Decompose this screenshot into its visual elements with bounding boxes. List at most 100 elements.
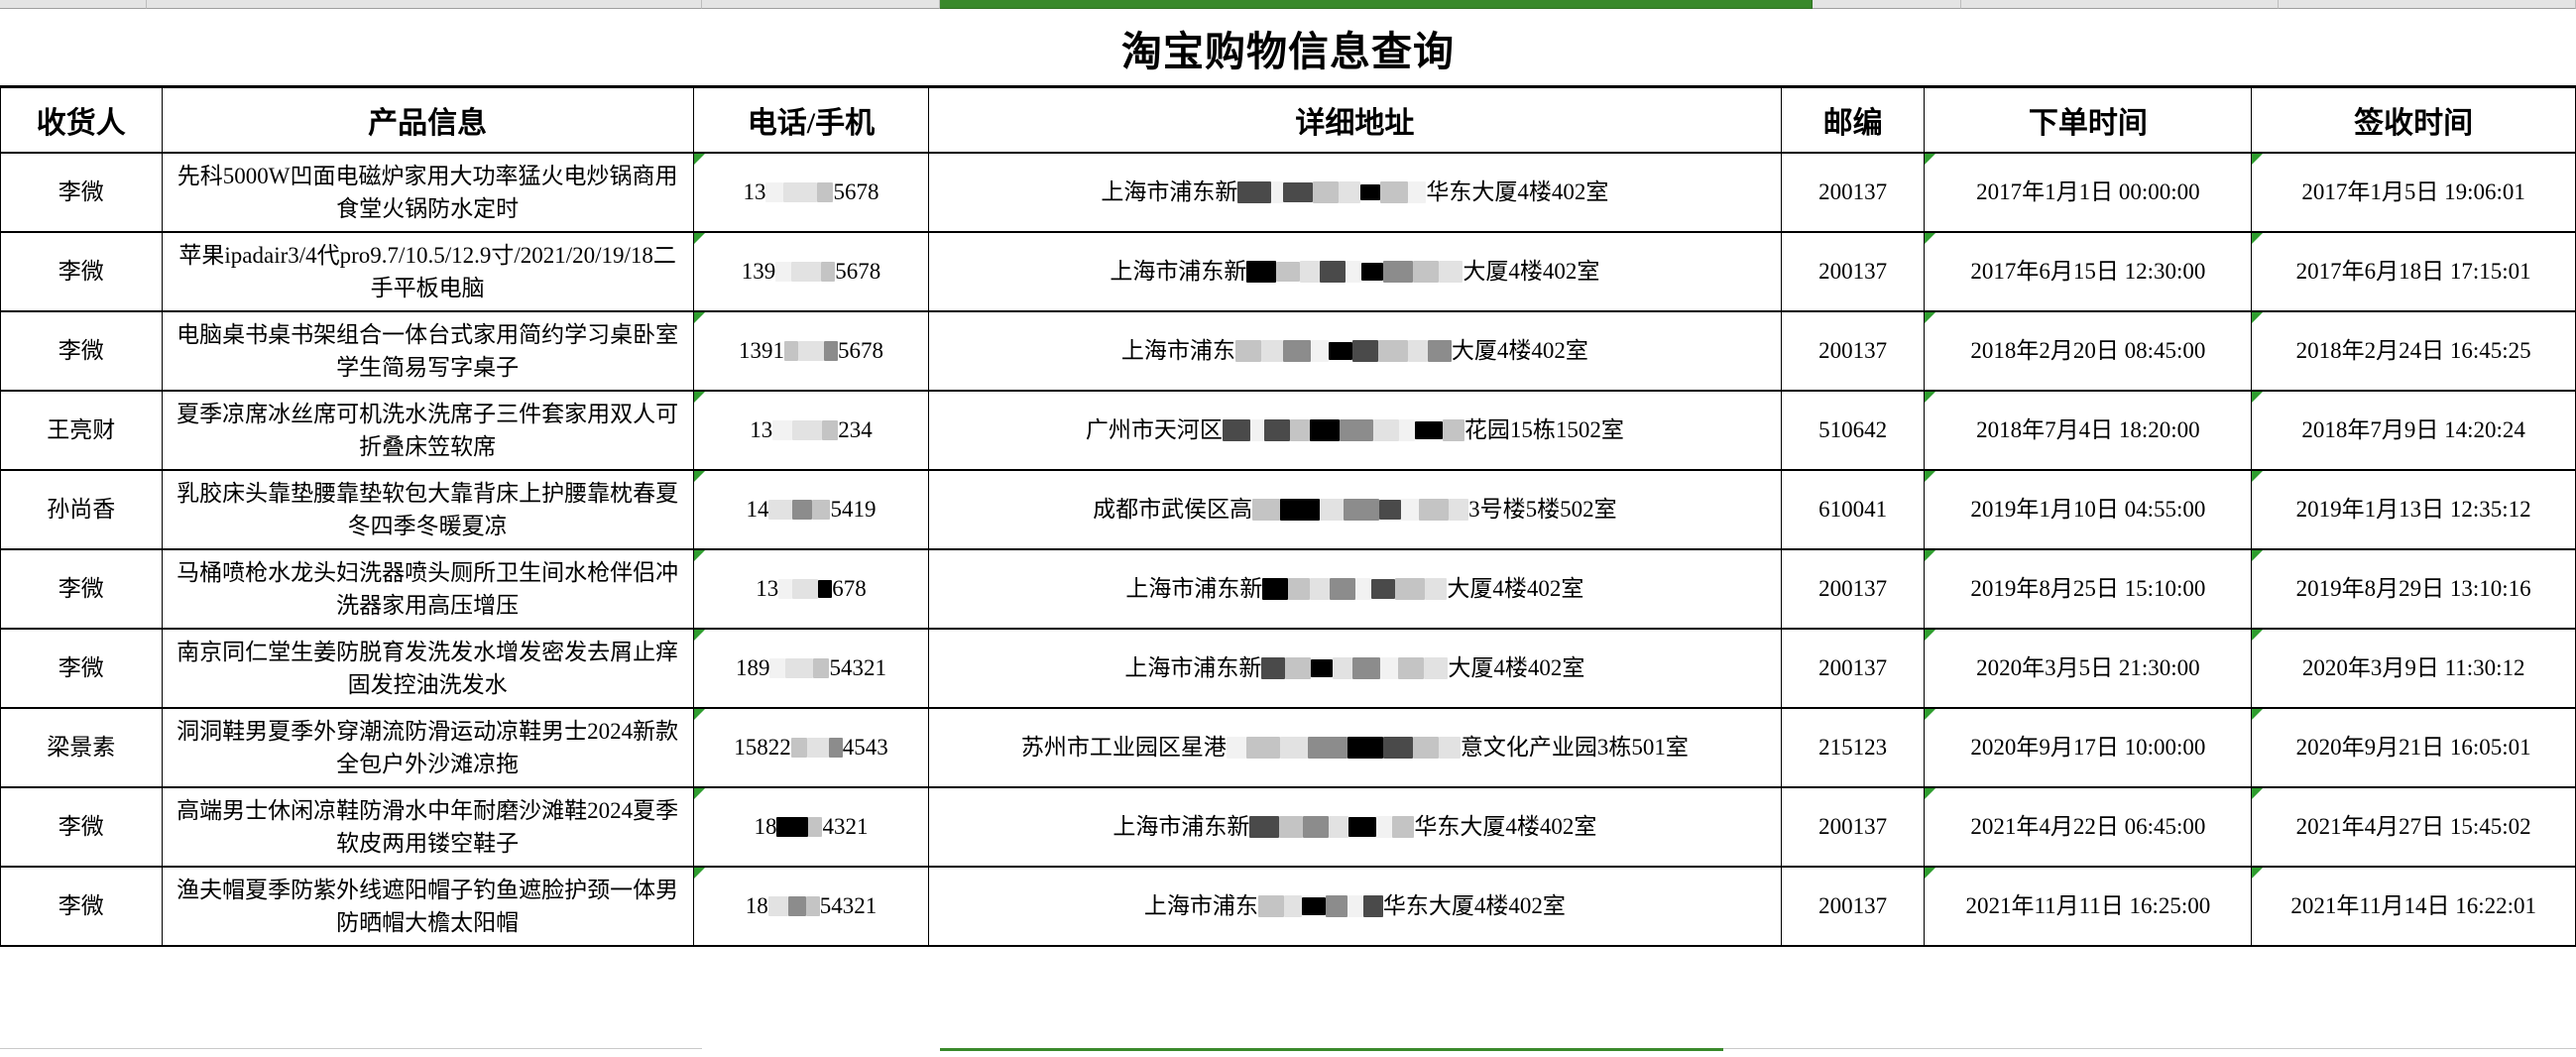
column-header-segment[interactable] — [1813, 0, 1961, 9]
cell-address[interactable]: 上海市浦东新 华东大厦4楼402室 — [928, 152, 1782, 233]
cell-address[interactable]: 广州市天河区 花园15栋1502室 — [928, 390, 1782, 471]
column-header-phone[interactable]: 电话/手机 — [692, 85, 930, 154]
cell-address[interactable]: 上海市浦东 华东大厦4楼402室 — [928, 866, 1782, 947]
column-header-sign-time[interactable]: 签收时间 — [2251, 85, 2576, 154]
cell-order-time[interactable]: 2021年11月11日 16:25:00 — [1924, 866, 2253, 947]
cell-sign-time[interactable]: 2018年7月9日 14:20:24 — [2251, 390, 2576, 471]
cell-address[interactable]: 上海市浦东新 华东大厦4楼402室 — [928, 786, 1782, 868]
redaction-block — [1276, 262, 1301, 282]
cell-postcode[interactable]: 200137 — [1780, 548, 1926, 630]
column-header-postcode[interactable]: 邮编 — [1780, 85, 1926, 154]
cell-order-time[interactable]: 2019年8月25日 15:10:00 — [1924, 548, 2253, 630]
redaction-block — [1257, 895, 1284, 917]
cell-sign-time[interactable]: 2020年9月21日 16:05:01 — [2251, 707, 2576, 788]
cell-phone[interactable]: 1391 5678 — [692, 310, 930, 392]
cell-product[interactable]: 南京同仁堂生姜防脱育发洗发水增发密发去屑止痒固发控油洗发水 — [161, 628, 694, 709]
cell-order-time[interactable]: 2017年6月15日 12:30:00 — [1924, 231, 2253, 312]
cell-phone[interactable]: 189 54321 — [692, 628, 930, 709]
cell-phone[interactable]: 14 5419 — [692, 469, 930, 550]
address-prefix: 上海市浦东新 — [1125, 576, 1263, 602]
cell-phone[interactable]: 18 4321 — [692, 786, 930, 868]
cell-sign-time[interactable]: 2017年1月5日 19:06:01 — [2251, 152, 2576, 233]
cell-phone[interactable]: 18 54321 — [692, 866, 930, 947]
table-row: 李微 南京同仁堂生姜防脱育发洗发水增发密发去屑止痒固发控油洗发水 189 54321 上… — [0, 628, 2576, 709]
cell-product[interactable]: 电脑桌书桌书架组合一体台式家用简约学习桌卧室学生简易写字桌子 — [161, 310, 694, 392]
redaction-block — [1226, 737, 1246, 759]
cell-product[interactable]: 洞洞鞋男夏季外穿潮流防滑运动凉鞋男士2024新款全包户外沙滩凉拖 — [161, 707, 694, 788]
column-header-recipient[interactable]: 收货人 — [0, 85, 163, 154]
cell-postcode[interactable]: 510642 — [1780, 390, 1926, 471]
phone-value: 189 54321 — [736, 651, 886, 684]
cell-product[interactable]: 先科5000W凹面电磁炉家用大功率猛火电炒锅商用食堂火锅防水定时 — [161, 152, 694, 233]
cell-recipient[interactable]: 李微 — [0, 310, 163, 392]
cell-sign-time[interactable]: 2019年1月13日 12:35:12 — [2251, 469, 2576, 550]
cell-address[interactable]: 上海市浦东 大厦4楼402室 — [928, 310, 1782, 392]
cell-postcode[interactable]: 200137 — [1780, 786, 1926, 868]
column-header-address[interactable]: 详细地址 — [928, 85, 1782, 154]
cell-recipient[interactable]: 李微 — [0, 231, 163, 312]
cell-product[interactable]: 渔夫帽夏季防紫外线遮阳帽子钓鱼遮脸护颈一体男防晒帽大檐太阳帽 — [161, 866, 694, 947]
cell-order-time[interactable]: 2018年7月4日 18:20:00 — [1924, 390, 2253, 471]
redaction-block — [1395, 578, 1426, 600]
column-header-segment[interactable] — [702, 0, 940, 9]
cell-recipient[interactable]: 梁景素 — [0, 707, 163, 788]
cell-product[interactable]: 马桶喷枪水龙头妇洗器喷头厕所卫生间水枪伴侣冲洗器家用高压增压 — [161, 548, 694, 630]
cell-sign-time[interactable]: 2019年8月29日 13:10:16 — [2251, 548, 2576, 630]
cell-order-time[interactable]: 2019年1月10日 04:55:00 — [1924, 469, 2253, 550]
cell-phone[interactable]: 13 234 — [692, 390, 930, 471]
cell-address[interactable]: 上海市浦东新 大厦4楼402室 — [928, 548, 1782, 630]
cell-postcode[interactable]: 200137 — [1780, 152, 1926, 233]
redaction-block — [1260, 340, 1283, 362]
cell-order-time[interactable]: 2020年3月5日 21:30:00 — [1924, 628, 2253, 709]
cell-recipient[interactable]: 李微 — [0, 152, 163, 233]
cell-postcode[interactable]: 200137 — [1780, 628, 1926, 709]
cell-order-time[interactable]: 2020年9月17日 10:00:00 — [1924, 707, 2253, 788]
cell-product[interactable]: 乳胶床头靠垫腰靠垫软包大靠背床上护腰靠枕春夏冬四季冬暖夏凉 — [161, 469, 694, 550]
cell-sign-time[interactable]: 2017年6月18日 17:15:01 — [2251, 231, 2576, 312]
cell-sign-time[interactable]: 2020年3月9日 11:30:12 — [2251, 628, 2576, 709]
cell-recipient[interactable]: 李微 — [0, 786, 163, 868]
column-header-segment[interactable] — [147, 0, 702, 9]
redaction-block — [1398, 419, 1415, 441]
cell-recipient[interactable]: 李微 — [0, 548, 163, 630]
redaction-block — [791, 262, 822, 282]
cell-postcode[interactable]: 215123 — [1780, 707, 1926, 788]
cell-order-time[interactable]: 2021年4月22日 06:45:00 — [1924, 786, 2253, 868]
column-header-segment-active[interactable] — [940, 0, 1813, 9]
cell-phone[interactable]: 13 5678 — [692, 152, 930, 233]
column-header-segment[interactable] — [0, 0, 147, 9]
cell-address[interactable]: 上海市浦东新 大厦4楼402室 — [928, 628, 1782, 709]
cell-phone[interactable]: 139 5678 — [692, 231, 930, 312]
cell-postcode[interactable]: 200137 — [1780, 310, 1926, 392]
cell-postcode[interactable]: 200137 — [1780, 231, 1926, 312]
cell-address[interactable]: 苏州市工业园区星港 意文化产业园3栋501室 — [928, 707, 1782, 788]
cell-sign-time[interactable]: 2021年11月14日 16:22:01 — [2251, 866, 2576, 947]
cell-phone[interactable]: 15822 4543 — [692, 707, 930, 788]
cell-product[interactable]: 夏季凉席冰丝席可机洗水洗席子三件套家用双人可折叠床笠软席 — [161, 390, 694, 471]
cell-order-time[interactable]: 2018年2月20日 08:45:00 — [1924, 310, 2253, 392]
cell-sign-time[interactable]: 2018年2月24日 16:45:25 — [2251, 310, 2576, 392]
cell-phone[interactable]: 13 678 — [692, 548, 930, 630]
cell-order-time[interactable]: 2017年1月1日 00:00:00 — [1924, 152, 2253, 233]
column-header-segment[interactable] — [2279, 0, 2576, 9]
redaction-block — [1283, 895, 1302, 917]
cell-product[interactable]: 苹果ipadair3/4代pro9.7/10.5/12.9寸/2021/20/1… — [161, 231, 694, 312]
redaction-block — [1271, 181, 1284, 203]
cell-product[interactable]: 高端男士休闲凉鞋防滑水中年耐磨沙滩鞋2024夏季软皮两用镂空鞋子 — [161, 786, 694, 868]
redaction-block — [805, 896, 820, 916]
cell-address[interactable]: 上海市浦东新 大厦4楼402室 — [928, 231, 1782, 312]
table-row: 王亮财 夏季凉席冰丝席可机洗水洗席子三件套家用双人可折叠床笠软席 13 234 广州市天… — [0, 390, 2576, 471]
cell-recipient[interactable]: 李微 — [0, 866, 163, 947]
cell-postcode[interactable]: 610041 — [1780, 469, 1926, 550]
column-header-order-time[interactable]: 下单时间 — [1924, 85, 2253, 154]
address-value: 上海市浦东新 华东大厦4楼402室 — [1101, 176, 1608, 208]
column-header-segment[interactable] — [1961, 0, 2279, 9]
cell-postcode[interactable]: 200137 — [1780, 866, 1926, 947]
cell-address[interactable]: 成都市武侯区高 3号楼5楼502室 — [928, 469, 1782, 550]
redaction-block — [1282, 340, 1311, 362]
column-header-product[interactable]: 产品信息 — [161, 85, 694, 154]
cell-recipient[interactable]: 李微 — [0, 628, 163, 709]
cell-recipient[interactable]: 王亮财 — [0, 390, 163, 471]
cell-sign-time[interactable]: 2021年4月27日 15:45:02 — [2251, 786, 2576, 868]
cell-recipient[interactable]: 孙尚香 — [0, 469, 163, 550]
